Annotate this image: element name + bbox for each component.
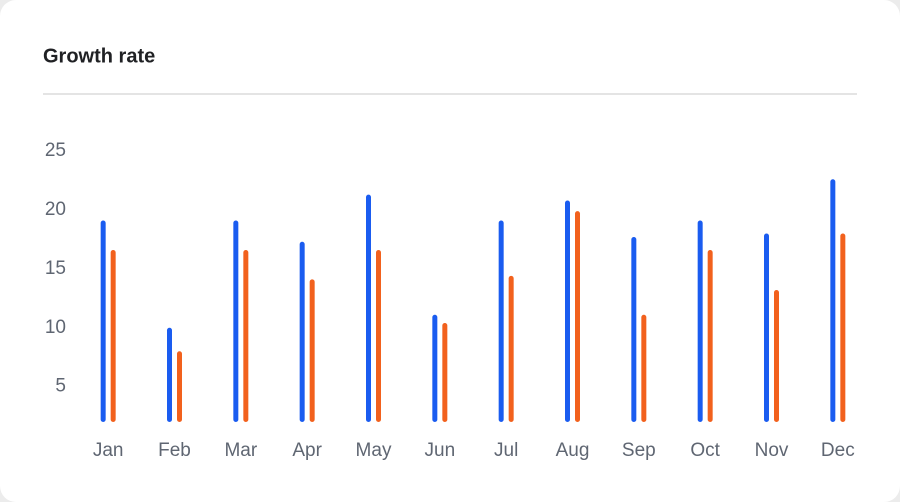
bar [830,179,836,422]
bar [575,211,580,422]
bar [498,220,504,422]
bar [243,249,249,422]
bar [167,327,172,422]
x-tick-label: Jan [93,440,124,461]
x-tick-label: Jun [425,440,456,461]
bar [299,241,305,422]
bar [110,249,116,422]
y-tick-label: 20 [45,199,66,220]
x-tick-label: Apr [292,440,322,461]
bar [376,249,381,422]
bar [177,351,182,422]
y-tick-label: 10 [45,317,66,338]
x-tick-label: Aug [556,440,590,461]
bar [631,237,637,422]
bar [432,314,438,422]
bar [442,323,448,422]
y-tick-label: 25 [45,140,66,161]
bar [774,290,779,422]
x-tick-label: Oct [690,440,720,461]
bar [366,194,371,422]
y-tick-label: 15 [45,258,66,279]
x-tick-label: May [356,440,392,461]
bar [100,220,106,422]
x-tick-label: Nov [755,440,789,461]
bar [309,279,315,422]
bar [697,220,703,422]
x-tick-label: Feb [158,440,191,461]
x-tick-label: Mar [224,440,257,461]
bar [641,314,647,422]
bar [764,233,769,422]
bar [840,233,846,422]
x-tick-label: Dec [821,440,855,461]
bar [565,200,570,422]
y-tick-label: 5 [55,376,66,397]
bar [707,249,713,422]
bar [233,220,239,422]
x-tick-label: Jul [494,440,518,461]
chart-title: Growth rate [43,45,155,67]
x-tick-label: Sep [622,440,656,461]
bar [508,275,514,422]
